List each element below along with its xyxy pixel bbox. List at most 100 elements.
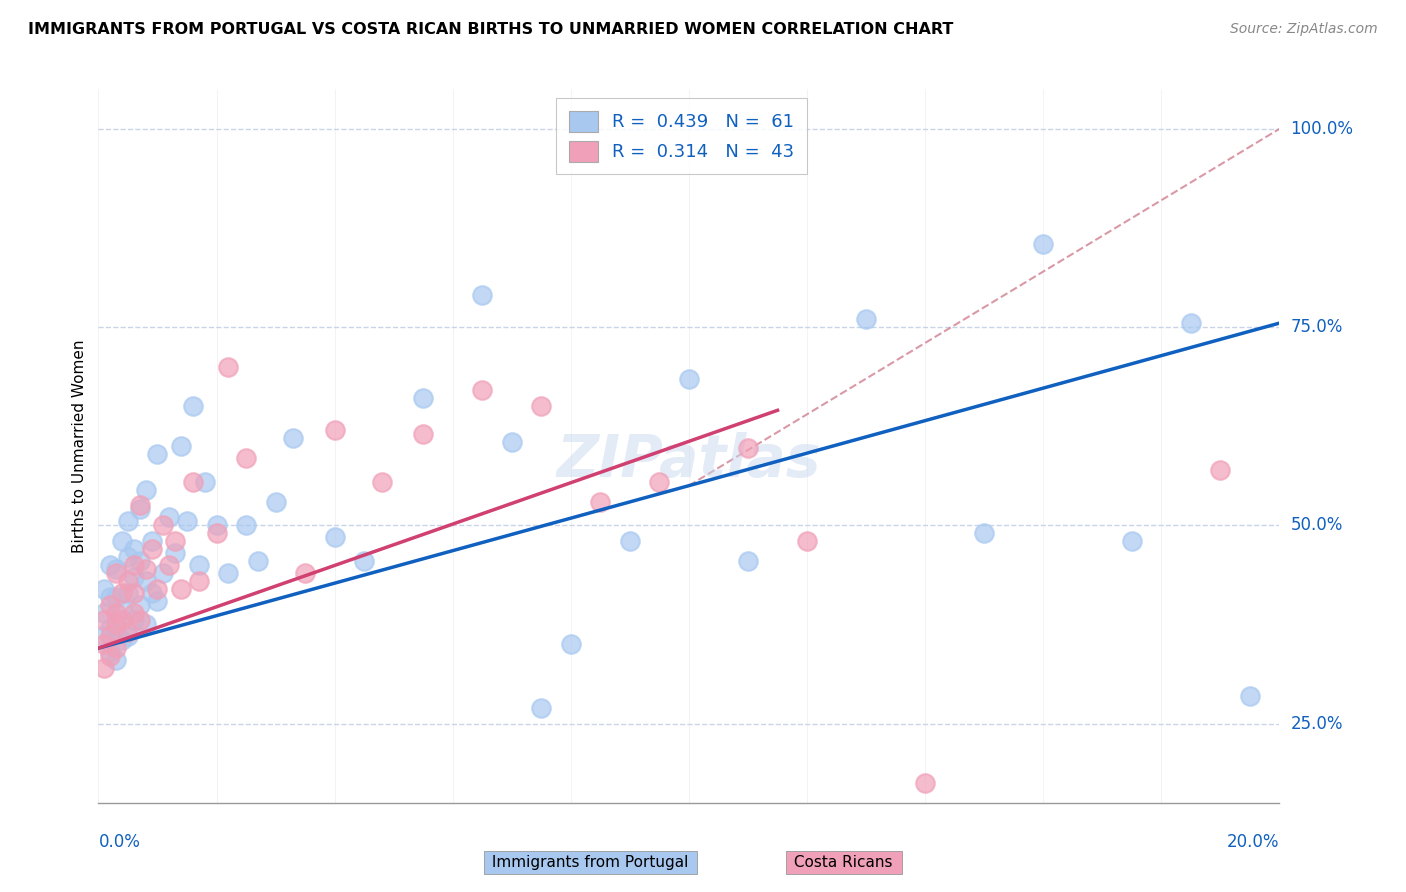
Text: IMMIGRANTS FROM PORTUGAL VS COSTA RICAN BIRTHS TO UNMARRIED WOMEN CORRELATION CH: IMMIGRANTS FROM PORTUGAL VS COSTA RICAN …: [28, 22, 953, 37]
Point: [165, 546, 187, 560]
Point: [105, 653, 128, 667]
Point: [117, 574, 139, 588]
Text: Source: ZipAtlas.com: Source: ZipAtlas.com: [1230, 22, 1378, 37]
Point: [1239, 689, 1261, 703]
Point: [914, 776, 936, 790]
Point: [93, 606, 115, 620]
Text: ZIPatlas: ZIPatlas: [557, 432, 821, 489]
Point: [146, 582, 169, 596]
Point: [105, 562, 128, 576]
Point: [353, 554, 375, 568]
Point: [170, 439, 193, 453]
Point: [157, 558, 180, 572]
Point: [560, 637, 582, 651]
Point: [117, 625, 139, 640]
Point: [1180, 316, 1202, 330]
Point: [412, 427, 434, 442]
Point: [855, 312, 877, 326]
Point: [128, 614, 150, 628]
Point: [294, 566, 316, 580]
Point: [122, 570, 145, 584]
Point: [412, 392, 434, 406]
Point: [181, 400, 204, 414]
Text: Costa Ricans: Costa Ricans: [789, 855, 898, 870]
Point: [122, 558, 145, 572]
Point: [187, 558, 209, 572]
Point: [105, 606, 128, 620]
Point: [170, 582, 193, 596]
Point: [122, 614, 145, 628]
Point: [146, 447, 169, 461]
Point: [117, 585, 139, 599]
Point: [471, 288, 494, 302]
Point: [205, 526, 228, 541]
Point: [98, 590, 121, 604]
Point: [93, 614, 115, 628]
Point: [111, 633, 134, 648]
Point: [264, 494, 287, 508]
Point: [128, 598, 150, 612]
Point: [205, 518, 228, 533]
Point: [111, 534, 134, 549]
Point: [194, 475, 217, 489]
Point: [471, 384, 494, 398]
Point: [176, 514, 198, 528]
Point: [1032, 236, 1054, 251]
Point: [98, 649, 121, 664]
Point: [111, 585, 134, 599]
Point: [117, 629, 139, 643]
Point: [235, 450, 257, 465]
Point: [152, 566, 174, 580]
Point: [1209, 463, 1232, 477]
Point: [105, 617, 128, 632]
Point: [530, 700, 553, 714]
Point: [122, 606, 145, 620]
Point: [796, 534, 818, 549]
Point: [323, 530, 346, 544]
Point: [128, 502, 150, 516]
Point: [187, 574, 209, 588]
Point: [93, 629, 115, 643]
Point: [98, 558, 121, 572]
Text: 50.0%: 50.0%: [1291, 516, 1343, 534]
Text: Immigrants from Portugal: Immigrants from Portugal: [488, 855, 693, 870]
Point: [111, 601, 134, 615]
Point: [98, 629, 121, 643]
Point: [122, 585, 145, 599]
Point: [1121, 534, 1143, 549]
Point: [283, 431, 305, 445]
Point: [530, 400, 553, 414]
Point: [93, 661, 115, 675]
Point: [619, 534, 641, 549]
Text: 75.0%: 75.0%: [1291, 318, 1343, 336]
Point: [105, 590, 128, 604]
Point: [181, 475, 204, 489]
Point: [141, 542, 163, 557]
Point: [128, 554, 150, 568]
Point: [157, 510, 180, 524]
Point: [323, 423, 346, 437]
Point: [105, 641, 128, 656]
Point: [973, 526, 995, 541]
Point: [105, 621, 128, 635]
Point: [117, 514, 139, 528]
Point: [501, 435, 523, 450]
Text: 100.0%: 100.0%: [1291, 120, 1354, 138]
Point: [122, 542, 145, 557]
Point: [98, 645, 121, 659]
Point: [111, 614, 134, 628]
Point: [678, 371, 700, 385]
Point: [93, 637, 115, 651]
Point: [152, 518, 174, 533]
Point: [589, 494, 612, 508]
Text: 25.0%: 25.0%: [1291, 714, 1343, 732]
Point: [141, 585, 163, 599]
Point: [93, 582, 115, 596]
Point: [165, 534, 187, 549]
Text: 20.0%: 20.0%: [1227, 833, 1279, 851]
Point: [235, 518, 257, 533]
Point: [141, 534, 163, 549]
Point: [737, 441, 759, 455]
Point: [128, 499, 150, 513]
Point: [371, 475, 394, 489]
